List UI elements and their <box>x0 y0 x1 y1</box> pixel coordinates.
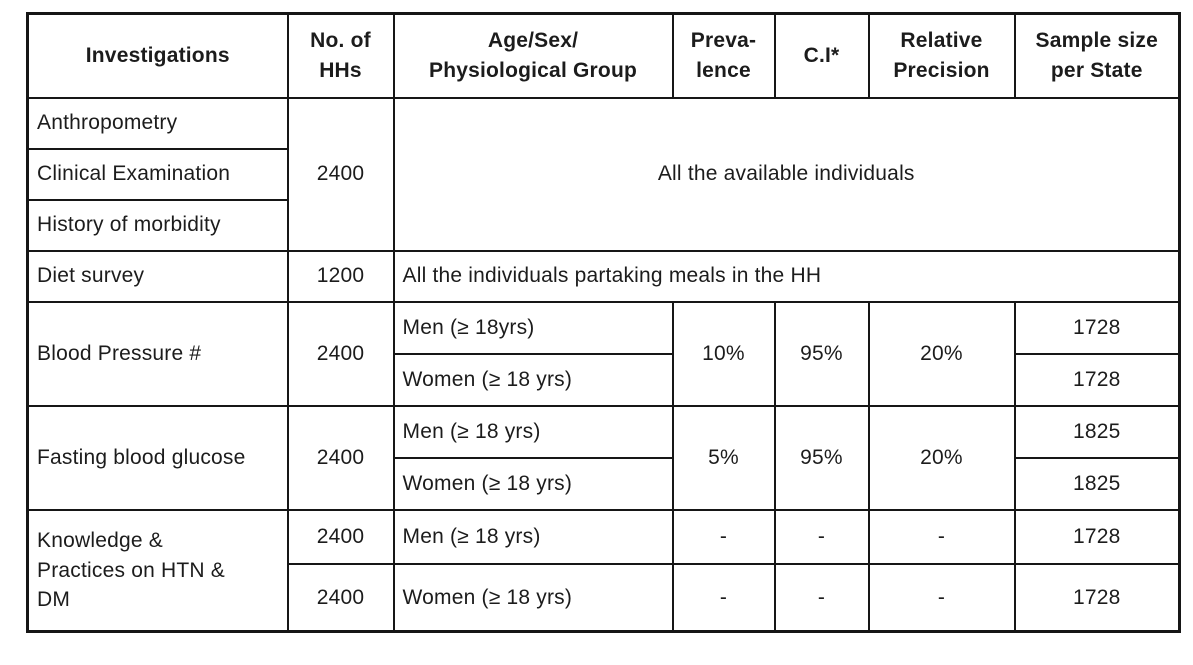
cell-blood-pressure-hhs: 2400 <box>286 300 395 407</box>
table-row: Women (≥ 18 yrs) 1825 <box>28 456 1181 511</box>
table-row: History of morbidity <box>26 198 1180 252</box>
cell-blood-pressure-men-group: Men (≥ 18yrs) <box>392 300 674 355</box>
cell-group-all-description: All the available individuals <box>392 96 1181 252</box>
header-prevalence: Preva- lence <box>671 12 776 99</box>
table-header-row: Investigations No. of HHs Age/Sex/ Physi… <box>26 12 1181 99</box>
cell-blood-pressure-precision: 20% <box>867 300 1016 407</box>
table-row: Fasting blood glucose 2400 Men (≥ 18 yrs… <box>26 404 1181 511</box>
header-age-sex-group: Age/Sex/ Physiological Group <box>392 12 674 99</box>
table-row: Diet survey 1200 All the individuals par… <box>26 249 1181 303</box>
cell-blood-pressure-women-group: Women (≥ 18 yrs) <box>392 352 674 407</box>
cell-diet-survey: Diet survey <box>26 249 289 303</box>
cell-fasting-blood-glucose-precision: 20% <box>867 404 1016 511</box>
cell-group-all-hhs: 2400 <box>286 96 395 252</box>
cell-blood-pressure-ci: 95% <box>773 300 870 407</box>
cell-blood-pressure-prevalence: 10% <box>671 300 776 407</box>
table-row: Knowledge & Practices on HTN & DM 2400 M… <box>26 508 1181 633</box>
cell-anthropometry: Anthropometry <box>26 96 289 150</box>
cell-knowledge-women-precision: - <box>867 562 1016 633</box>
cell-diet-survey-hhs: 1200 <box>286 249 395 303</box>
cell-fasting-blood-glucose-women-group: Women (≥ 18 yrs) <box>392 456 674 511</box>
cell-blood-pressure-men-sample: 1728 <box>1013 300 1181 355</box>
cell-clinical-examination: Clinical Examination <box>26 147 289 201</box>
table-row: Blood Pressure # 2400 Men (≥ 18yrs) 10% … <box>26 300 1181 407</box>
header-investigations: Investigations <box>26 12 289 99</box>
cell-diet-survey-description: All the individuals partaking meals in t… <box>392 249 1181 303</box>
cell-knowledge-men-hhs: 2400 <box>286 508 395 565</box>
cell-history-of-morbidity: History of morbidity <box>26 198 289 252</box>
header-no-of-hhs: No. of HHs <box>286 12 395 99</box>
cell-fasting-blood-glucose-prevalence: 5% <box>671 404 776 511</box>
header-ci: C.I* <box>773 12 870 99</box>
cell-fasting-blood-glucose-women-sample: 1825 <box>1013 456 1181 511</box>
cell-knowledge-women-prevalence: - <box>671 562 776 633</box>
cell-knowledge-men-sample: 1728 <box>1013 508 1181 565</box>
cell-knowledge-men-prevalence: - <box>671 508 776 565</box>
cell-knowledge-women-sample: 1728 <box>1013 562 1181 633</box>
table-row: Anthropometry 2400 All the available ind… <box>26 96 1181 252</box>
cell-knowledge-men-ci: - <box>773 508 870 565</box>
table-row: Women (≥ 18 yrs) 1728 <box>28 352 1181 407</box>
cell-knowledge-men-precision: - <box>867 508 1016 565</box>
header-relative-precision: Relative Precision <box>867 12 1016 99</box>
table-row: 2400 Women (≥ 18 yrs) - - - 1728 <box>28 562 1181 633</box>
cell-fasting-blood-glucose-hhs: 2400 <box>286 404 395 511</box>
cell-knowledge-women-group: Women (≥ 18 yrs) <box>392 562 674 633</box>
cell-knowledge-practices: Knowledge & Practices on HTN & DM <box>26 508 289 633</box>
table-row: Clinical Examination <box>26 147 1180 201</box>
cell-fasting-blood-glucose-men-sample: 1825 <box>1013 404 1181 459</box>
header-sample-size: Sample size per State <box>1013 12 1181 99</box>
cell-knowledge-women-ci: - <box>773 562 870 633</box>
cell-knowledge-men-group: Men (≥ 18 yrs) <box>392 508 674 565</box>
cell-blood-pressure: Blood Pressure # <box>26 300 289 407</box>
cell-fasting-blood-glucose: Fasting blood glucose <box>26 404 289 511</box>
survey-sampling-table: Investigations No. of HHs Age/Sex/ Physi… <box>26 12 1181 633</box>
cell-blood-pressure-women-sample: 1728 <box>1013 352 1181 407</box>
cell-knowledge-women-hhs: 2400 <box>286 562 395 633</box>
cell-fasting-blood-glucose-ci: 95% <box>773 404 870 511</box>
cell-fasting-blood-glucose-men-group: Men (≥ 18 yrs) <box>392 404 674 459</box>
